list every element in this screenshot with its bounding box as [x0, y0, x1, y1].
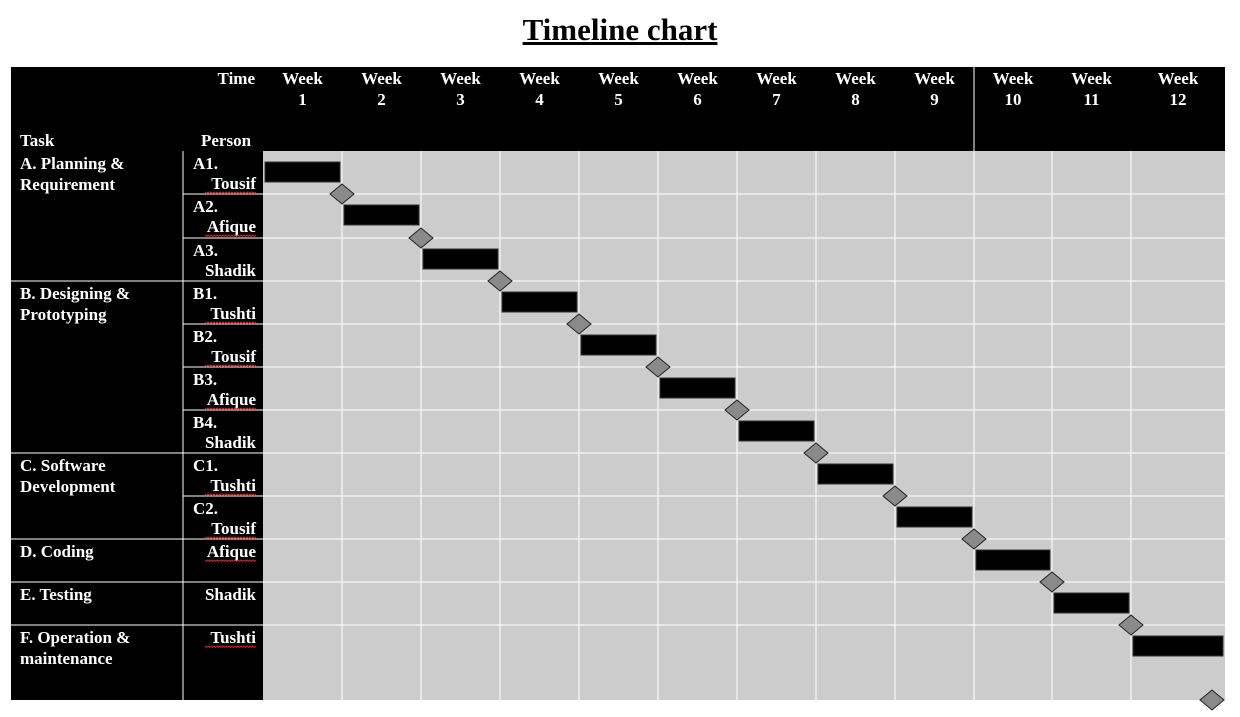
person-code: B3. [193, 370, 217, 389]
person-name: Tousif [211, 519, 256, 538]
milestone-diamond [487, 270, 513, 292]
week-header-number: 7 [772, 90, 781, 109]
spelling-underline [204, 321, 257, 325]
spelling-underline [204, 645, 257, 649]
person-code: B2. [193, 327, 217, 346]
spelling-underline [204, 191, 257, 195]
week-header-number: 3 [456, 90, 465, 109]
person-code: B4. [193, 413, 217, 432]
task-group-label: F. Operation & [20, 628, 130, 647]
task-header-label: Task [20, 131, 55, 150]
milestone-diamond [1199, 689, 1225, 711]
task-bar [896, 506, 973, 528]
person-code: A3. [193, 241, 218, 260]
person-code: A2. [193, 197, 218, 216]
week-header-number: 5 [614, 90, 623, 109]
task-bar [501, 291, 578, 313]
task-bar [1053, 592, 1130, 614]
spelling-underline [204, 407, 257, 411]
task-group-label-continued: Prototyping [20, 305, 107, 324]
week-header-number: 8 [851, 90, 860, 109]
week-header-number: 1 [298, 90, 307, 109]
person-code: C2. [193, 499, 218, 518]
week-header-word: Week [835, 69, 876, 88]
week-header-number: 9 [930, 90, 939, 109]
person-name: Tushti [210, 628, 256, 647]
week-header-number: 12 [1170, 90, 1187, 109]
week-header-word: Week [361, 69, 402, 88]
task-bar [1132, 635, 1224, 657]
task-bar [659, 377, 736, 399]
week-header-word: Week [282, 69, 323, 88]
person-code: C1. [193, 456, 218, 475]
milestone-diamond [566, 313, 592, 335]
week-header-word: Week [677, 69, 718, 88]
task-bar [580, 334, 657, 356]
task-bar [264, 161, 341, 183]
spelling-underline [204, 559, 257, 563]
week-header-number: 4 [535, 90, 544, 109]
task-bar [343, 204, 420, 226]
person-name: Shadik [205, 261, 257, 280]
person-name: Afique [207, 390, 257, 409]
milestone-diamond [645, 356, 671, 378]
person-name: Tushti [210, 476, 256, 495]
spelling-underline [204, 493, 257, 497]
task-bar [422, 248, 499, 270]
time-label: Time [218, 69, 256, 88]
week-header-word: Week [914, 69, 955, 88]
milestone-diamond [724, 399, 750, 421]
spelling-underline [204, 536, 257, 540]
task-group-label: C. Software [20, 456, 106, 475]
milestone-diamond [1118, 614, 1144, 636]
week-header-word: Week [519, 69, 560, 88]
task-group-label: B. Designing & [20, 284, 130, 303]
week-header-number: 10 [1005, 90, 1022, 109]
person-name: Tushti [210, 304, 256, 323]
spelling-underline [204, 364, 257, 368]
row-label-background [11, 151, 263, 700]
task-group-label-continued: maintenance [20, 649, 113, 668]
milestone-diamond [803, 442, 829, 464]
chart-title: Timeline chart [522, 12, 718, 47]
week-header-word: Week [1158, 69, 1199, 88]
person-name: Tousif [211, 174, 256, 193]
week-header-number: 2 [377, 90, 386, 109]
task-group-label-continued: Development [20, 477, 116, 496]
week-header-word: Week [440, 69, 481, 88]
person-name: Afique [207, 542, 257, 561]
header-background [11, 67, 1225, 151]
person-code: B1. [193, 284, 217, 303]
task-group-label-continued: Requirement [20, 175, 115, 194]
person-header-label: Person [201, 131, 252, 150]
task-group-label: D. Coding [20, 542, 94, 561]
milestone-diamond [408, 227, 434, 249]
person-name: Afique [207, 217, 257, 236]
week-header-number: 6 [693, 90, 702, 109]
person-name: Shadik [205, 433, 257, 452]
week-header-number: 11 [1083, 90, 1099, 109]
week-header-word: Week [756, 69, 797, 88]
task-bar [738, 420, 815, 442]
person-name: Tousif [211, 347, 256, 366]
person-code: A1. [193, 154, 218, 173]
milestone-diamond [329, 183, 355, 205]
milestone-diamond [1039, 571, 1065, 593]
task-group-label: E. Testing [20, 585, 92, 604]
task-group-label: A. Planning & [20, 154, 124, 173]
spelling-underline [204, 234, 257, 238]
task-bar [817, 463, 894, 485]
task-bar [975, 549, 1051, 571]
milestone-diamond [961, 528, 987, 550]
week-header-word: Week [1071, 69, 1112, 88]
week-header-word: Week [993, 69, 1034, 88]
week-header-word: Week [598, 69, 639, 88]
milestone-diamond [882, 485, 908, 507]
person-name: Shadik [205, 585, 257, 604]
